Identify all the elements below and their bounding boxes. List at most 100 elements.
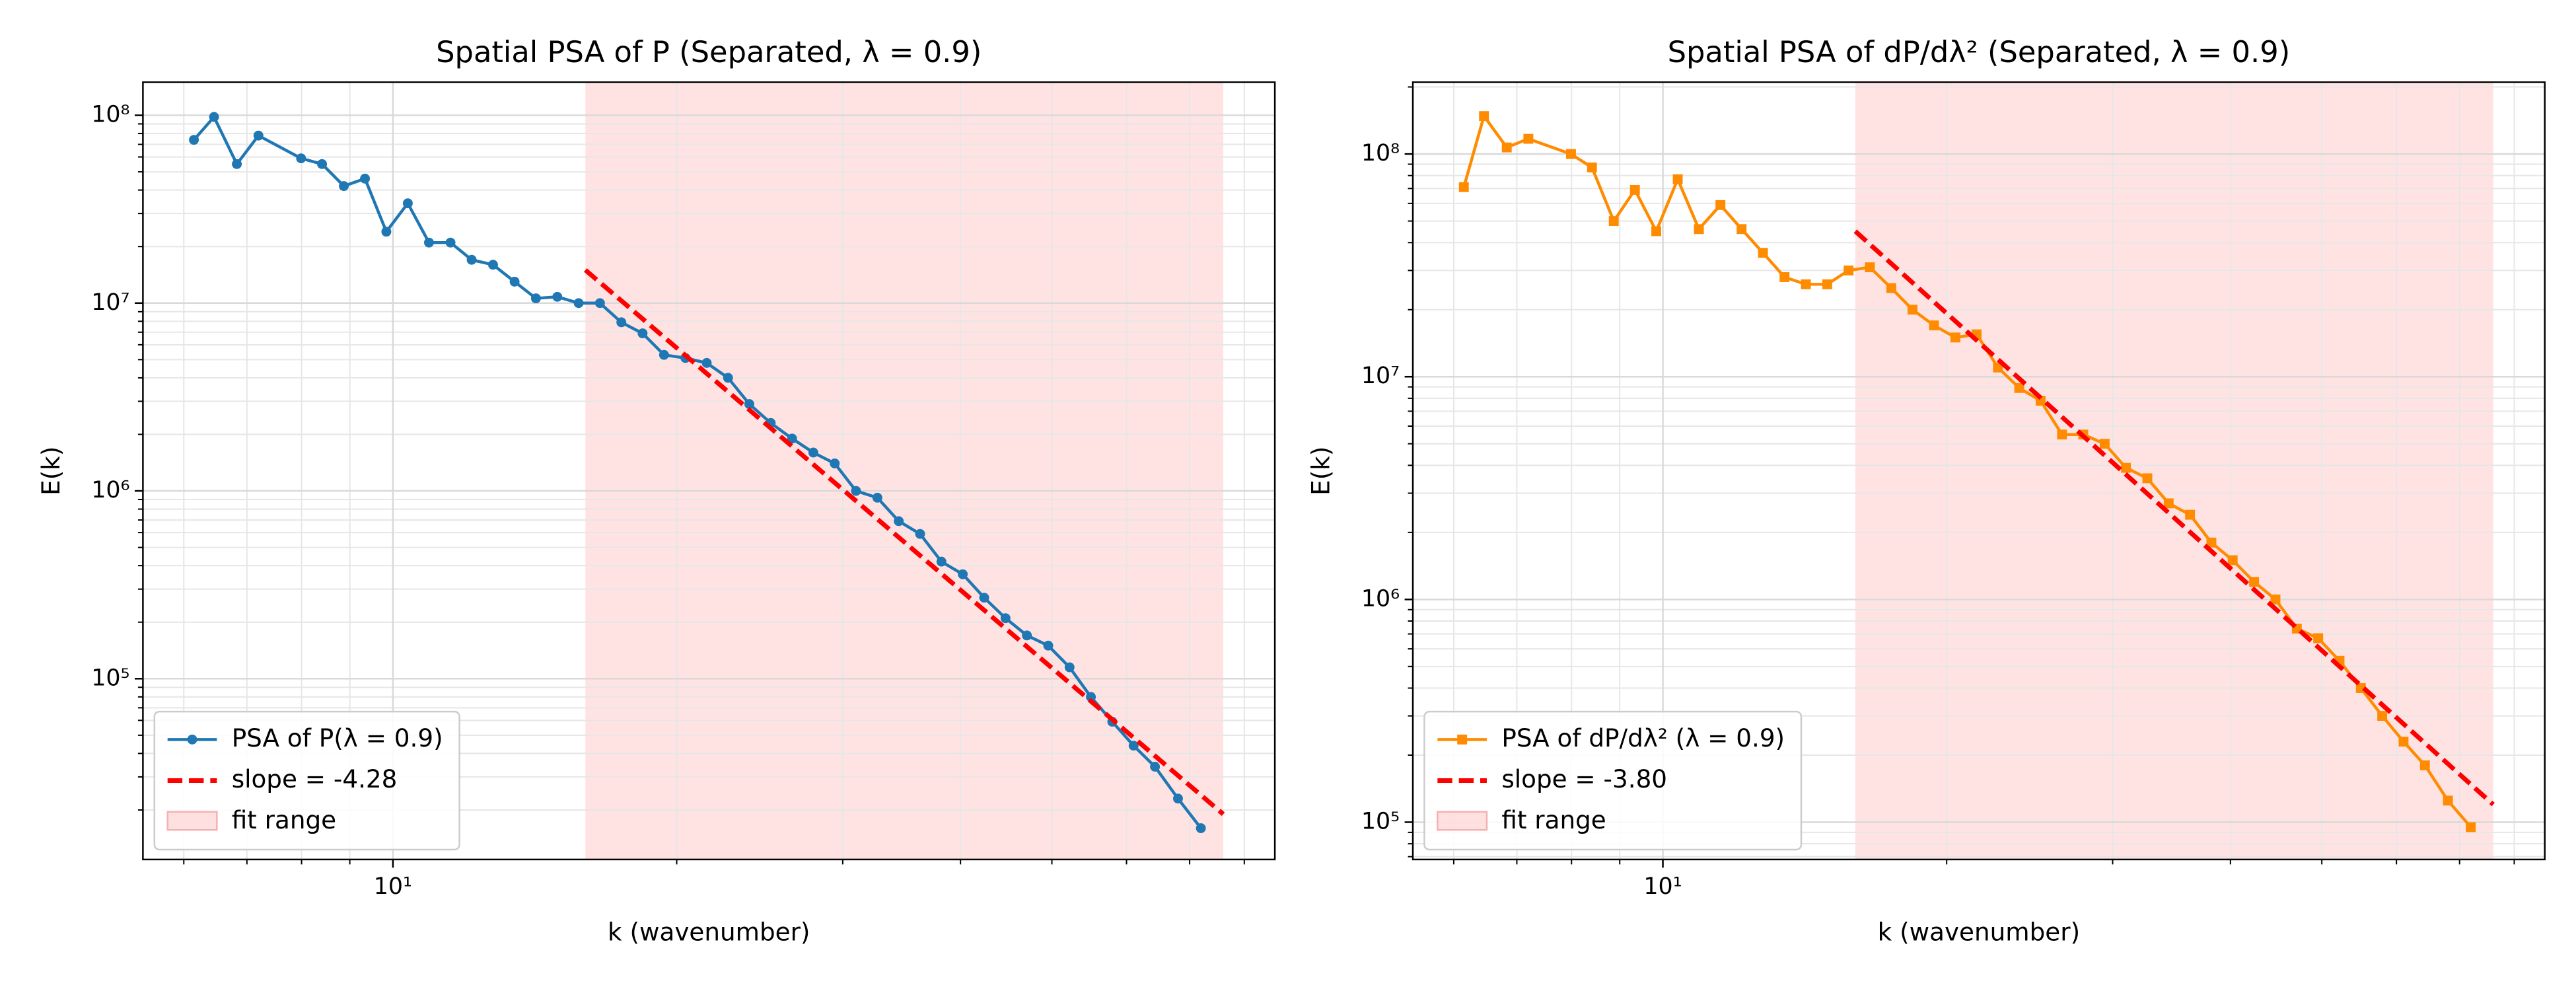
marker — [2142, 473, 2153, 484]
chart: 10¹ 10⁵ 10⁶ 10⁷ 10⁸ Spatial PSA of dP/dλ² (Se… — [1306, 34, 2546, 946]
marker — [466, 254, 477, 265]
marker — [2466, 822, 2476, 832]
x-tick-label: 10¹ — [374, 873, 412, 900]
marker — [1523, 133, 1534, 144]
marker — [381, 227, 392, 237]
marker — [1501, 142, 1512, 153]
marker — [1758, 248, 1768, 258]
marker — [2057, 429, 2067, 440]
marker — [936, 556, 947, 567]
marker — [2185, 509, 2196, 520]
x-tick-label: 10¹ — [1643, 873, 1682, 900]
chart: 10¹ 10⁵ 10⁶ 10⁷ 10⁸ Spatial PSA of P (Separat… — [36, 34, 1276, 946]
y-tick-label: 10⁶ — [1361, 585, 1400, 612]
marker — [1128, 741, 1139, 751]
legend-swatch — [1437, 811, 1488, 831]
marker — [1173, 793, 1183, 804]
fit-line — [1853, 229, 2495, 807]
marker — [317, 159, 328, 169]
marker — [2443, 795, 2453, 806]
marker — [2121, 462, 2131, 473]
y-tick-label: 10⁸ — [91, 102, 129, 128]
marker — [423, 237, 434, 248]
marker — [637, 328, 648, 339]
marker — [1587, 163, 1597, 172]
marker — [232, 159, 242, 169]
legend: PSA of dP/dλ² (λ = 0.9) slope = -3.80 fit … — [1423, 710, 1803, 851]
fit-line — [583, 268, 1225, 816]
legend-label: fit range — [232, 805, 336, 834]
marker — [1779, 272, 1790, 282]
marker — [979, 593, 989, 603]
marker — [1479, 111, 1489, 122]
marker — [209, 112, 219, 122]
marker — [1736, 224, 1747, 235]
marker — [787, 433, 797, 444]
marker — [552, 291, 563, 302]
marker — [594, 298, 605, 309]
marker — [851, 486, 861, 496]
marker — [1694, 224, 1704, 235]
fit-range — [1855, 82, 2493, 860]
chart-title: Spatial PSA of P (Separated, λ = 0.9) — [436, 34, 982, 69]
marker — [1886, 283, 1896, 293]
marker — [701, 357, 712, 368]
marker — [1629, 184, 1640, 195]
marker — [1150, 762, 1161, 772]
marker — [616, 317, 627, 328]
marker — [723, 373, 733, 383]
marker — [894, 516, 904, 527]
marker — [253, 130, 264, 141]
y-tick-label: 10⁵ — [1361, 808, 1400, 834]
marker — [339, 181, 349, 192]
marker — [2398, 737, 2409, 747]
marker — [808, 447, 818, 458]
legend-label: fit range — [1501, 805, 1606, 834]
marker — [360, 173, 371, 184]
marker — [2313, 633, 2324, 643]
marker — [2270, 594, 2281, 605]
marker — [1608, 216, 1619, 227]
legend-marker — [1457, 734, 1468, 745]
marker — [2419, 760, 2430, 770]
marker — [487, 260, 498, 270]
chart-title: Spatial PSA of dP/dλ² (Separated, λ = 0.… — [1668, 34, 2291, 69]
marker — [402, 198, 413, 209]
legend: PSA of P(λ = 0.9) slope = -4.28 fit range — [153, 710, 460, 851]
marker — [659, 349, 669, 360]
marker — [872, 492, 882, 503]
marker — [189, 135, 199, 145]
marker — [1672, 174, 1683, 184]
marker — [1929, 320, 1939, 330]
marker — [2014, 383, 2024, 393]
marker — [2227, 555, 2238, 566]
marker — [1000, 613, 1011, 624]
marker — [744, 399, 754, 410]
legend-box — [153, 710, 460, 851]
marker — [1022, 630, 1032, 641]
marker — [915, 529, 925, 539]
legend-swatch — [166, 811, 218, 831]
marker — [1651, 226, 1662, 237]
marker — [530, 293, 541, 304]
marker — [445, 237, 456, 248]
marker — [1993, 362, 2003, 373]
marker — [573, 298, 584, 309]
y-axis-label: E(k) — [36, 447, 65, 495]
marker — [1801, 279, 1811, 289]
marker — [2163, 498, 2174, 509]
y-axis-label: E(k) — [1306, 447, 1336, 495]
marker — [1043, 640, 1054, 651]
marker — [2206, 537, 2217, 548]
x-axis-label: k (wavenumber) — [1878, 917, 2081, 946]
legend-label: slope = -3.80 — [1501, 764, 1667, 793]
marker — [1908, 305, 1917, 315]
marker — [830, 459, 840, 468]
y-tick-label: 10⁶ — [91, 477, 129, 503]
y-tick-label: 10⁵ — [91, 665, 129, 691]
legend-marker — [187, 734, 197, 745]
marker — [2249, 577, 2260, 587]
marker — [1565, 149, 1576, 159]
marker — [1822, 279, 1832, 289]
legend-label: PSA of P(λ = 0.9) — [232, 723, 443, 752]
